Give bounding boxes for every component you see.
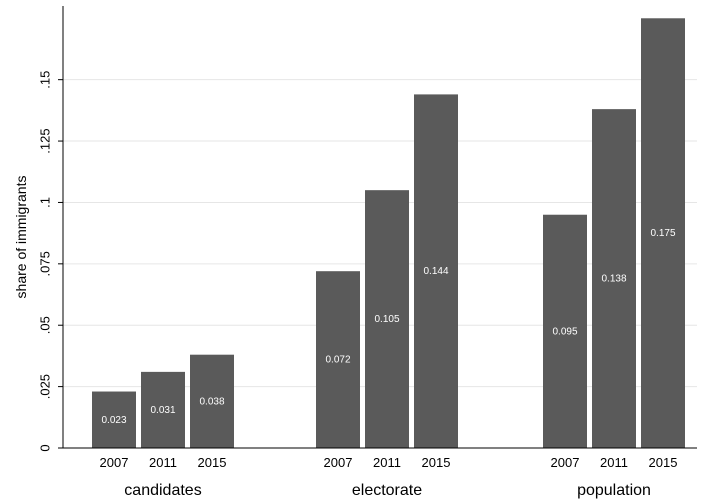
x-tick-label: 2015 <box>198 455 227 470</box>
bar-value-label: 0.095 <box>552 326 577 337</box>
x-tick-label: 2015 <box>422 455 451 470</box>
x-tick-label: 2007 <box>324 455 353 470</box>
bar-value-label: 0.144 <box>423 266 448 277</box>
bar-candidates-2011 <box>141 371 185 448</box>
y-tick-labels: 0 .025 .05 .075 .1 .125 .15 <box>38 71 63 452</box>
bar-electorate-2011 <box>365 190 409 448</box>
bar-value-label: 0.031 <box>150 405 175 416</box>
bar-candidates-2015 <box>190 354 234 448</box>
x-tick-label: 2007 <box>100 455 129 470</box>
bar-population-2007 <box>543 214 587 448</box>
bar-electorate-2015 <box>414 94 458 449</box>
x-tick-label: 2007 <box>551 455 580 470</box>
bar-value-label: 0.023 <box>101 415 126 426</box>
x-tick-label: 2011 <box>149 455 177 470</box>
y-tick-label: .1 <box>38 197 53 208</box>
y-tick-label: 0 <box>38 444 53 451</box>
bar-candidates-2007 <box>92 391 136 448</box>
y-tick-label: .15 <box>38 71 53 89</box>
y-axis-title: share of immigrants <box>13 176 29 299</box>
bars: 0.023 0.031 0.038 0.072 0.105 0.144 0.095 0.138… <box>92 18 685 449</box>
x-tick-label: 2011 <box>600 455 628 470</box>
y-tick-label: .075 <box>38 251 53 276</box>
bar-value-label: 0.072 <box>325 355 350 366</box>
bar-population-2011 <box>592 109 636 448</box>
x-tick-labels: 2007 2011 2015 2007 2011 2015 2007 2011 2015 <box>100 455 678 470</box>
y-tick-label: .025 <box>38 374 53 399</box>
group-label-electorate: electorate <box>352 482 422 499</box>
group-label-population: population <box>577 482 651 499</box>
x-tick-label: 2015 <box>649 455 678 470</box>
group-labels: candidates electorate population <box>124 482 651 499</box>
bar-value-label: 0.175 <box>650 228 675 239</box>
x-tick-label: 2011 <box>373 455 401 470</box>
bar-population-2015 <box>641 18 685 449</box>
bar-value-label: 0.038 <box>199 396 224 407</box>
bar-value-label: 0.138 <box>601 274 626 285</box>
y-tick-label: .05 <box>38 316 53 334</box>
y-tick-label: .125 <box>38 128 53 153</box>
bar-electorate-2007 <box>316 271 360 448</box>
bar-value-label: 0.105 <box>374 314 399 325</box>
group-label-candidates: candidates <box>124 482 201 499</box>
